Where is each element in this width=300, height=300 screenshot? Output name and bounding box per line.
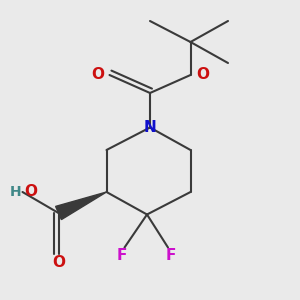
Polygon shape (56, 192, 106, 220)
Text: O: O (24, 184, 37, 200)
Text: H: H (9, 185, 21, 199)
Text: N: N (144, 120, 156, 135)
Text: O: O (52, 255, 66, 270)
Text: O: O (196, 67, 209, 82)
Text: F: F (116, 248, 127, 262)
Text: F: F (166, 248, 176, 262)
Text: O: O (91, 67, 104, 82)
